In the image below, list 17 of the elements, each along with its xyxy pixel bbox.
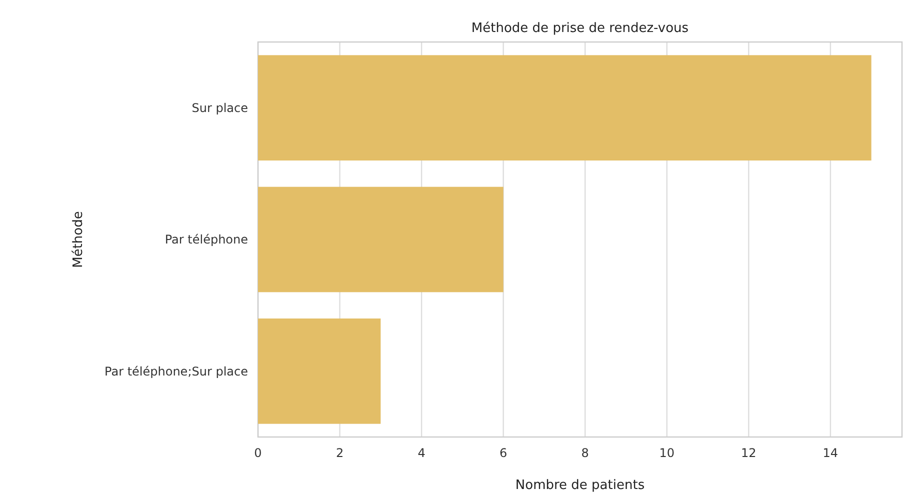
x-tick-label: 8 — [581, 446, 589, 460]
bar — [258, 186, 504, 292]
bar — [258, 55, 872, 160]
x-tick-label: 2 — [336, 446, 344, 460]
x-tick-label: 12 — [741, 446, 756, 460]
y-tick-label: Sur place — [192, 101, 248, 116]
y-tick-label: Par téléphone — [164, 232, 248, 247]
y-axis-title: Méthode — [71, 211, 86, 268]
x-tick-label: 14 — [822, 446, 838, 460]
x-tick-label: 0 — [254, 446, 262, 460]
x-tick-label: 6 — [500, 446, 508, 460]
x-tick-label: 10 — [659, 446, 675, 460]
y-tick-label: Par téléphone;Sur place — [104, 364, 248, 378]
chart-title: Méthode de prise de rendez-vous — [471, 21, 689, 36]
x-axis-title: Nombre de patients — [515, 478, 645, 493]
x-tick-label: 4 — [418, 446, 426, 460]
bar — [258, 318, 381, 424]
